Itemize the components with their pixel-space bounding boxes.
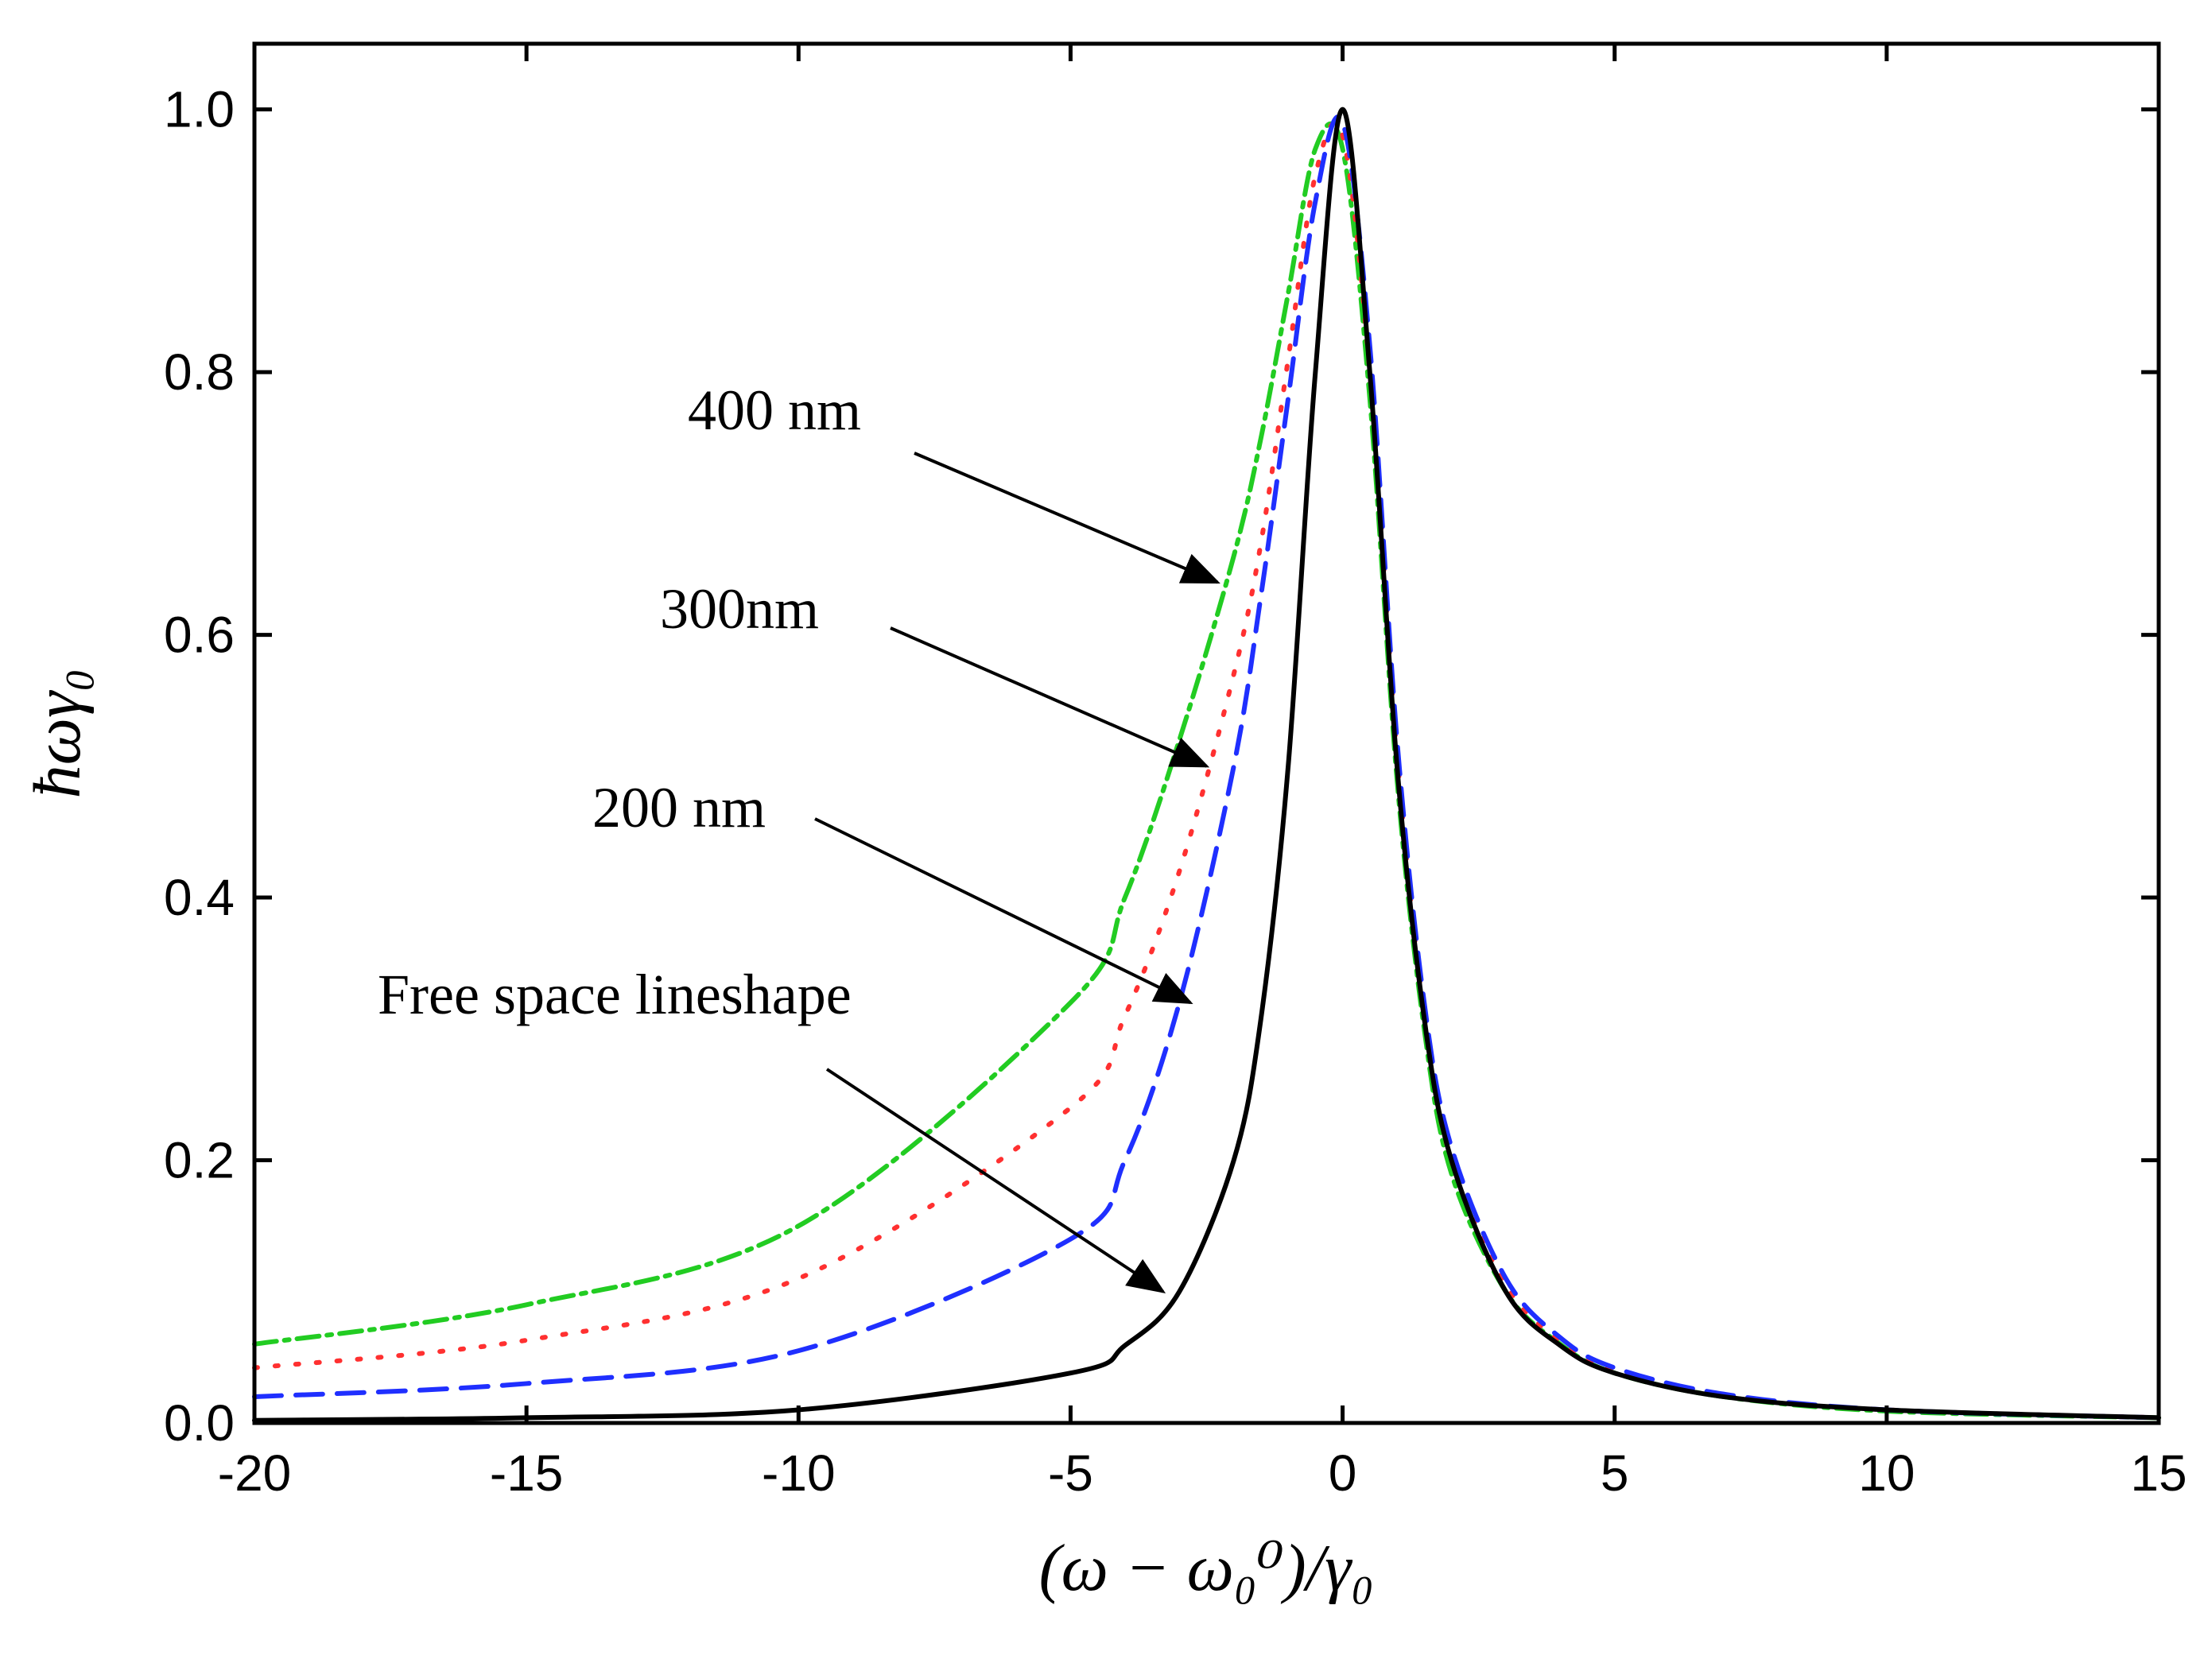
y-tick-label: 0.6 <box>164 607 235 664</box>
y-tick-label: 1.0 <box>164 81 235 138</box>
series-line-200-nm <box>252 114 2161 1421</box>
series-line-free-space-lineshape <box>252 107 2161 1423</box>
x-tick-label: -5 <box>1048 1444 1093 1502</box>
y-tick-label: 0.0 <box>164 1394 235 1452</box>
y-tick-label: 0.8 <box>164 343 235 401</box>
annotation-arrow <box>890 626 1210 768</box>
annotation-label: 300nm <box>660 577 819 641</box>
x-tick-label: 0 <box>1329 1444 1357 1502</box>
annotation-arrow <box>914 452 1220 584</box>
y-tick-label: 0.4 <box>164 869 235 926</box>
x-tick-label: 15 <box>2130 1444 2187 1502</box>
axis-ticks: -20 -15 -10 -5 0 5 10 15 0.0 0.2 0.4 0.6 0.8 1.0 <box>164 44 2187 1502</box>
annotations: 400 nm 300nm 200 nm Free space lineshape <box>378 378 1220 1293</box>
y-axis-title: ħωγ₀ <box>21 669 95 799</box>
x-tick-label: -20 <box>218 1444 292 1502</box>
x-tick-label: 5 <box>1601 1444 1629 1502</box>
annotation-arrow <box>814 817 1193 1005</box>
x-tick-label: -10 <box>762 1444 836 1502</box>
plot-frame <box>252 41 2161 1425</box>
annotation-arrow <box>825 1068 1166 1293</box>
annotation-label: 200 nm <box>592 776 766 839</box>
y-tick-label: 0.2 <box>164 1132 235 1189</box>
annotation-label: Free space lineshape <box>378 963 852 1026</box>
x-tick-label: -15 <box>490 1444 564 1502</box>
x-tick-label: 10 <box>1858 1444 1915 1502</box>
x-axis-title: (ω − ω₀⁰)/γ₀ <box>1039 1531 1375 1605</box>
annotation-label: 400 nm <box>688 378 861 442</box>
series-line-300nm <box>252 120 2161 1421</box>
curves <box>252 107 2161 1423</box>
